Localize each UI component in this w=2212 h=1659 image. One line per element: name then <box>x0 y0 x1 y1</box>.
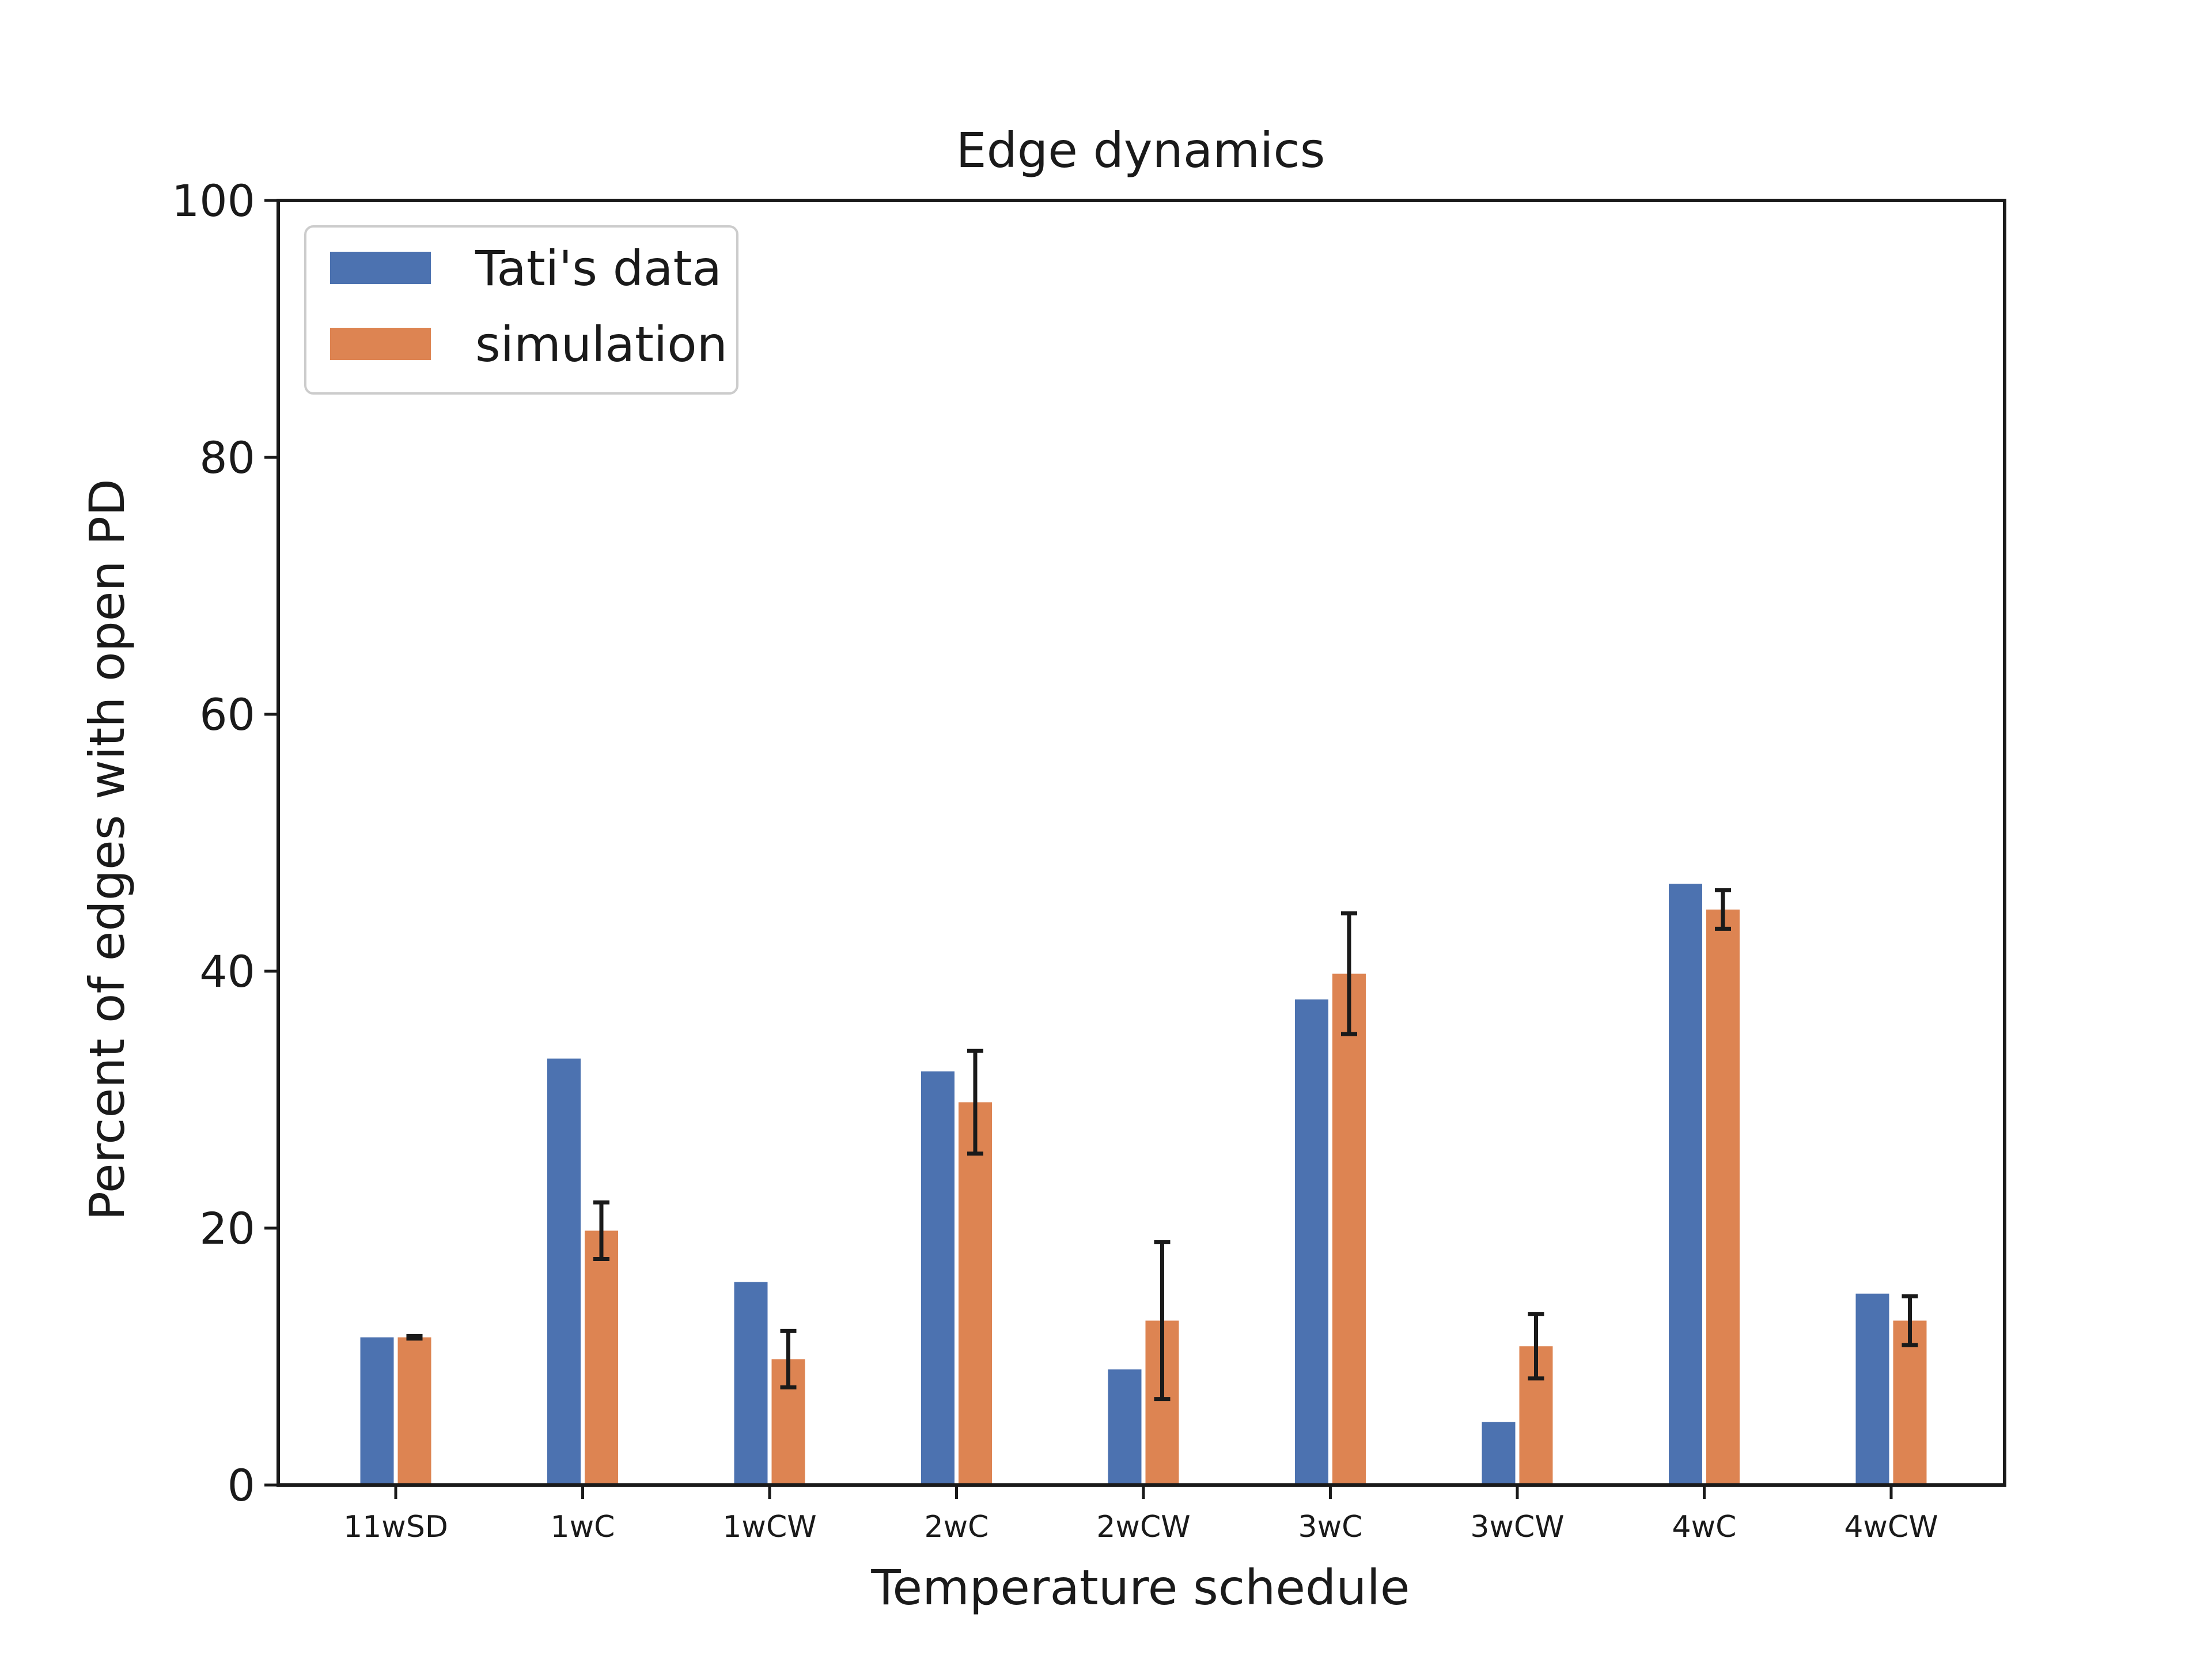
y-axis: 0 20 40 60 80 100 <box>172 175 278 1511</box>
bar-tatis-data-3wCW <box>1482 1422 1516 1485</box>
y-tick-label: 20 <box>199 1203 255 1254</box>
error-bars-layer <box>406 888 1918 1402</box>
bar-tatis-data-1wC <box>547 1058 581 1485</box>
bar-simulation-3wC <box>1332 974 1366 1485</box>
y-tick-label: 60 <box>199 689 255 740</box>
chart-title: Edge dynamics <box>956 122 1325 179</box>
bars-layer <box>360 884 1927 1485</box>
y-axis-label: Percent of edges with open PD <box>79 479 135 1220</box>
x-tick-label: 1wC <box>551 1510 615 1544</box>
bar-tatis-data-4wC <box>1669 884 1702 1485</box>
bar-tatis-data-1wCW <box>734 1282 768 1485</box>
legend-label: simulation <box>475 316 728 373</box>
x-tick-label: 11wSD <box>343 1510 448 1544</box>
bar-simulation-11wSD <box>397 1337 431 1485</box>
x-tick-label: 4wCW <box>1844 1510 1938 1544</box>
x-axis-label: Temperature schedule <box>870 1559 1410 1616</box>
x-tick-label: 4wC <box>1672 1510 1737 1544</box>
x-tick-label: 2wC <box>925 1510 989 1544</box>
x-tick-label: 1wCW <box>722 1510 816 1544</box>
bar-simulation-4wC <box>1706 909 1740 1485</box>
bar-tatis-data-2wCW <box>1108 1369 1142 1485</box>
bar-tatis-data-11wSD <box>360 1337 394 1485</box>
legend-swatch <box>330 328 431 360</box>
bar-simulation-2wC <box>959 1102 992 1485</box>
x-tick-label: 3wCW <box>1470 1510 1564 1544</box>
y-tick-label: 100 <box>172 175 255 226</box>
legend-swatch <box>330 252 431 284</box>
y-tick-label: 0 <box>228 1460 255 1511</box>
x-tick-label: 2wCW <box>1096 1510 1190 1544</box>
x-tick-label: 3wC <box>1298 1510 1363 1544</box>
y-tick-label: 40 <box>199 946 255 997</box>
bar-tatis-data-4wCW <box>1855 1293 1889 1485</box>
bar-tatis-data-2wC <box>921 1071 955 1485</box>
x-axis: 11wSD 1wC 1wCW 2wC 2wCW 3wC 3wCW 4wC 4wCW <box>343 1485 1938 1544</box>
legend: Tati's data simulation <box>304 225 738 395</box>
y-tick-label: 80 <box>199 432 255 483</box>
bar-simulation-1wC <box>585 1230 618 1485</box>
bar-tatis-data-3wC <box>1295 999 1328 1485</box>
plot-frame <box>276 199 2006 1487</box>
legend-label: Tati's data <box>475 240 722 297</box>
bar-simulation-4wCW <box>1893 1320 1927 1485</box>
